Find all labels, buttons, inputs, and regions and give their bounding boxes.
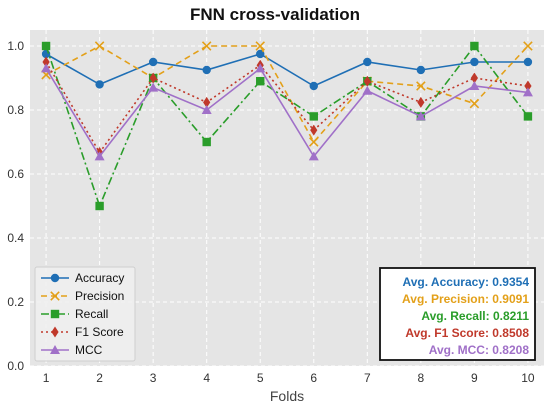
series-line-mcc <box>45 67 529 158</box>
data-point-accuracy <box>148 57 158 67</box>
stats-box: Avg. Accuracy: 0.9354 Avg. Precision: 0.9… <box>379 267 536 361</box>
data-point-mcc <box>469 81 480 90</box>
legend-label-f1-score: F1 Score <box>75 325 124 339</box>
data-point-precision <box>469 98 480 109</box>
legend-marker-f1-score <box>51 326 59 338</box>
data-point-precision <box>201 41 212 51</box>
data-point-mcc <box>415 111 426 121</box>
data-point-recall <box>202 137 211 147</box>
x-axis: 1 2 3 4 5 6 7 8 9 10 <box>43 371 535 385</box>
data-point-recall <box>470 41 479 51</box>
grid <box>30 30 544 367</box>
x-tick-label: 6 <box>310 371 317 385</box>
data-point-accuracy <box>95 80 104 89</box>
data-point-mcc <box>362 85 373 95</box>
data-point-precision <box>94 41 105 51</box>
data-point-recall <box>309 112 318 121</box>
series-accuracy <box>41 49 533 91</box>
stat-line: Avg. Recall: 0.8211 <box>421 309 529 323</box>
legend-marker-precision <box>50 291 60 301</box>
data-point-accuracy <box>523 57 533 67</box>
series-mcc <box>41 63 533 161</box>
data-point-accuracy <box>256 49 265 59</box>
data-point-f1-score <box>524 80 532 92</box>
stat-line: Avg. Accuracy: 0.9354 <box>402 275 529 289</box>
stats-box-frame <box>379 267 536 361</box>
y-tick-label: 0.8 <box>7 103 24 117</box>
data-point-recall <box>41 41 51 51</box>
chart-title: FNN cross-validation <box>190 5 360 24</box>
x-tick-label: 3 <box>150 371 157 385</box>
data-point-accuracy <box>363 57 372 67</box>
legend-marker-recall <box>50 309 60 319</box>
stat-line: Avg. F1 Score: 0.8508 <box>405 326 529 340</box>
data-point-f1-score <box>417 96 425 108</box>
data-point-recall <box>256 77 265 86</box>
data-point-mcc <box>41 63 52 73</box>
data-point-precision <box>309 137 319 147</box>
data-point-f1-score <box>42 56 50 68</box>
data-point-f1-score <box>203 96 211 108</box>
data-point-recall <box>95 201 104 211</box>
y-tick-label: 0.0 <box>7 359 24 373</box>
series-line-precision <box>45 45 529 144</box>
data-point-mcc <box>255 63 266 73</box>
legend-label-precision: Precision <box>75 289 124 303</box>
x-tick-label: 4 <box>203 371 210 385</box>
data-point-accuracy <box>416 65 426 75</box>
data-point-mcc <box>201 105 212 114</box>
data-point-f1-score <box>363 75 371 87</box>
y-tick-label: 1.0 <box>7 39 24 53</box>
legend-box <box>34 266 136 362</box>
data-point-accuracy <box>470 57 479 67</box>
series-line-f1-score <box>45 61 529 155</box>
data-point-recall <box>523 112 533 121</box>
data-point-f1-score <box>470 72 478 84</box>
series-line-recall <box>45 44 529 209</box>
x-tick-label: 7 <box>364 371 371 385</box>
stat-line: Avg. Precision: 0.9091 <box>402 292 529 306</box>
series-f1-score <box>42 56 532 159</box>
data-point-mcc <box>148 82 159 92</box>
x-tick-label: 2 <box>96 371 103 385</box>
x-tick-label: 1 <box>43 371 50 385</box>
data-point-accuracy <box>309 81 318 91</box>
data-point-f1-score <box>310 124 318 136</box>
data-point-mcc <box>94 151 105 161</box>
data-point-precision <box>255 41 265 51</box>
x-tick-label: 10 <box>521 371 535 385</box>
legend-marker-mcc <box>50 345 60 354</box>
data-point-precision <box>523 41 533 51</box>
data-point-precision <box>416 81 426 91</box>
y-tick-label: 0.2 <box>7 295 24 309</box>
stat-line: Avg. MCC: 0.8208 <box>429 343 530 357</box>
series-group <box>41 41 533 211</box>
data-point-accuracy <box>202 65 211 75</box>
x-axis-label: Folds <box>270 388 304 404</box>
x-tick-label: 8 <box>418 371 425 385</box>
legend-label-accuracy: Accuracy <box>75 271 124 285</box>
y-tick-label: 0.4 <box>7 231 24 245</box>
legend: Accuracy Precision Recall F1 Score MCC <box>34 266 136 362</box>
x-tick-label: 9 <box>471 371 478 385</box>
legend-label-mcc: MCC <box>75 343 103 357</box>
x-tick-label: 5 <box>257 371 264 385</box>
y-tick-label: 0.6 <box>7 167 24 181</box>
data-point-f1-score <box>149 72 157 84</box>
legend-marker-accuracy <box>50 273 60 283</box>
data-point-mcc <box>522 87 533 97</box>
y-axis: 0.0 0.2 0.4 0.6 0.8 1.0 <box>7 39 24 373</box>
data-point-mcc <box>308 151 319 161</box>
legend-label-recall: Recall <box>75 307 108 321</box>
series-line-accuracy <box>45 53 528 87</box>
